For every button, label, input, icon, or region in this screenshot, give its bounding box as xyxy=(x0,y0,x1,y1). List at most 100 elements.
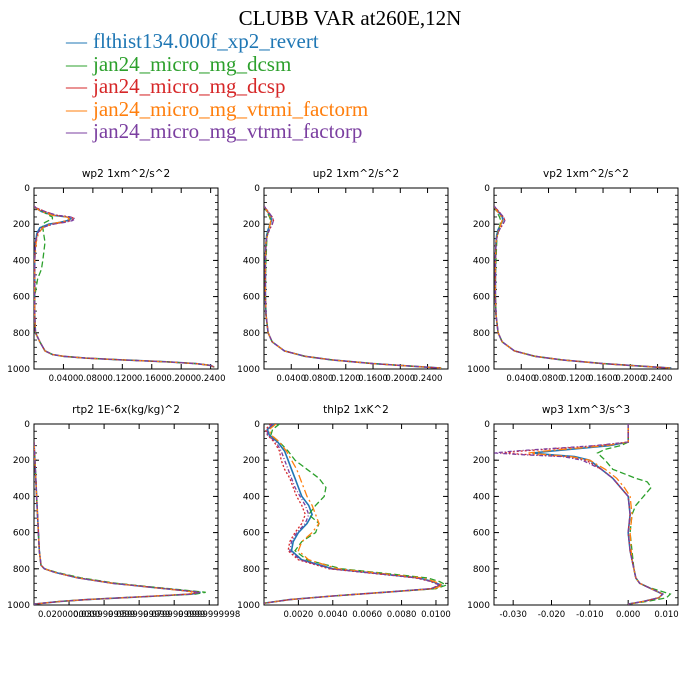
series-line xyxy=(264,424,442,604)
y-tick-label: 800 xyxy=(243,329,260,339)
series-line xyxy=(264,205,442,369)
series-line xyxy=(494,205,672,369)
series-line xyxy=(264,205,442,369)
plot-frame xyxy=(33,423,219,606)
x-tick-label: 0.0080 xyxy=(387,610,417,620)
x-tick-label: 0.1600 xyxy=(358,374,388,384)
series-line xyxy=(494,205,672,369)
series-line xyxy=(264,205,442,369)
legend-dash-icon: — xyxy=(66,29,87,53)
x-tick-label: 0.0400 xyxy=(276,374,306,384)
legend-item: — jan24_micro_mg_vtrmi_factorm xyxy=(66,96,368,121)
x-tick-label: 0.0800 xyxy=(304,374,334,384)
series-line xyxy=(264,424,445,604)
subplot-panel: thlp2 1xK^2 0 200 400 600 800 1000 0.0020 0.0040… xyxy=(237,404,451,620)
x-tick-label: 0.0799999999 xyxy=(143,610,205,620)
series-line xyxy=(264,424,442,604)
x-tick-label: 0.0400 xyxy=(49,374,79,384)
series-line xyxy=(264,424,448,604)
legend-item: — jan24_micro_mg_vtrmi_factorp xyxy=(66,120,368,143)
legend-dash-icon: — xyxy=(66,119,87,143)
legend-dash-icon: — xyxy=(66,74,87,98)
y-tick-label: 200 xyxy=(13,456,30,466)
x-tick-label: 0.2000 xyxy=(615,374,645,384)
x-tick-label: -0.020 xyxy=(538,610,565,620)
series-line xyxy=(34,442,198,605)
y-tick-label: 1000 xyxy=(7,601,30,611)
x-tick-label: -0.030 xyxy=(499,610,526,620)
y-tick-label: 800 xyxy=(473,329,490,339)
y-tick-label: 800 xyxy=(13,329,30,339)
subplot-panel: wp3 1xm^3/s^3 0 200 400 600 800 1000 -0.030 -0.0… xyxy=(467,404,679,620)
legend-item: — jan24_micro_mg_dcsp xyxy=(66,75,368,98)
x-tick-label: 0.0800 xyxy=(534,374,564,384)
y-tick-label: 400 xyxy=(243,256,260,266)
series-line xyxy=(34,442,201,605)
figure-title: CLUBB VAR at260E,12N xyxy=(238,6,462,30)
x-tick-label: 0.0399999999 xyxy=(73,610,135,620)
series-line xyxy=(494,205,672,369)
x-tick-label: 0.1600 xyxy=(137,374,167,384)
y-tick-label: 800 xyxy=(243,565,260,575)
y-tick-label: 400 xyxy=(473,492,490,502)
y-tick-label: 0 xyxy=(254,184,260,194)
y-tick-label: 600 xyxy=(13,293,30,303)
series-line xyxy=(34,205,215,368)
y-tick-label: 0 xyxy=(24,184,30,194)
series-line xyxy=(34,205,215,368)
subplot-panel: wp2 1xm^2/s^2 0 200 400 600 800 1000 0.0400 0.08… xyxy=(7,168,225,384)
x-tick-label: 0.1600 xyxy=(588,374,618,384)
y-tick-label: 200 xyxy=(473,220,490,230)
y-tick-label: 200 xyxy=(13,220,30,230)
y-tick-label: 200 xyxy=(243,220,260,230)
series-line xyxy=(501,424,664,605)
y-tick-label: 1000 xyxy=(7,365,30,375)
legend-item: — jan24_micro_mg_dcsm xyxy=(66,51,368,76)
legend-label: jan24_micro_mg_dcsp xyxy=(93,74,286,98)
x-tick-label: 0.0800 xyxy=(78,374,108,384)
series-line xyxy=(264,205,442,369)
x-tick-label: 0.0100 xyxy=(421,610,451,620)
series-line xyxy=(34,442,201,605)
y-tick-label: 800 xyxy=(13,565,30,575)
series-line xyxy=(494,424,664,605)
x-tick-label: 0.0599999999 xyxy=(108,610,170,620)
series-line xyxy=(34,442,206,605)
x-tick-label: 0.0040 xyxy=(318,610,348,620)
x-tick-label: 0.2400 xyxy=(196,374,226,384)
x-tick-label: 0.0200000000 xyxy=(38,610,100,620)
x-tick-label: 0.0999999998 xyxy=(178,610,240,620)
subplot-title: wp2 1xm^2/s^2 xyxy=(82,168,170,180)
x-tick-label: -0.010 xyxy=(576,610,603,620)
subplot-title: wp3 1xm^3/s^3 xyxy=(542,404,630,416)
series-line xyxy=(494,205,672,369)
x-tick-label: 0.1200 xyxy=(107,374,137,384)
plot-frame xyxy=(493,187,679,370)
series-line xyxy=(34,205,215,368)
legend-dash-icon: — xyxy=(66,96,87,121)
subplot-title: up2 1xm^2/s^2 xyxy=(313,168,399,180)
legend-label: jan24_micro_mg_vtrmi_factorp xyxy=(93,119,363,143)
subplot-title: thlp2 1xK^2 xyxy=(323,404,389,416)
x-tick-label: 0.0020 xyxy=(284,610,314,620)
series-line xyxy=(494,205,672,369)
x-tick-label: 0.1200 xyxy=(561,374,591,384)
subplot-panel: vp2 1xm^2/s^2 0 200 400 600 800 1000 0.04000.08… xyxy=(467,168,679,384)
y-tick-label: 1000 xyxy=(237,601,260,611)
y-tick-label: 800 xyxy=(473,565,490,575)
y-tick-label: 600 xyxy=(473,529,490,539)
series-line xyxy=(528,424,664,605)
subplot-panel: rtp2 1E-6x(kg/kg)^2 0 200 400 600 800 1000 0.02… xyxy=(7,404,240,620)
legend-label: jan24_micro_mg_dcsm xyxy=(93,51,292,76)
x-tick-label: 0.000 xyxy=(616,610,640,620)
y-tick-label: 200 xyxy=(473,456,490,466)
y-tick-label: 600 xyxy=(13,529,30,539)
plot-frame xyxy=(263,187,449,370)
x-tick-label: 0.0060 xyxy=(352,610,382,620)
y-tick-label: 1000 xyxy=(467,601,490,611)
x-tick-label: 0.2400 xyxy=(643,374,673,384)
legend-label: flthist134.000f_xp2_revert xyxy=(93,29,319,53)
legend-item: — flthist134.000f_xp2_revert xyxy=(66,30,368,53)
x-tick-label: 0.1200 xyxy=(331,374,361,384)
